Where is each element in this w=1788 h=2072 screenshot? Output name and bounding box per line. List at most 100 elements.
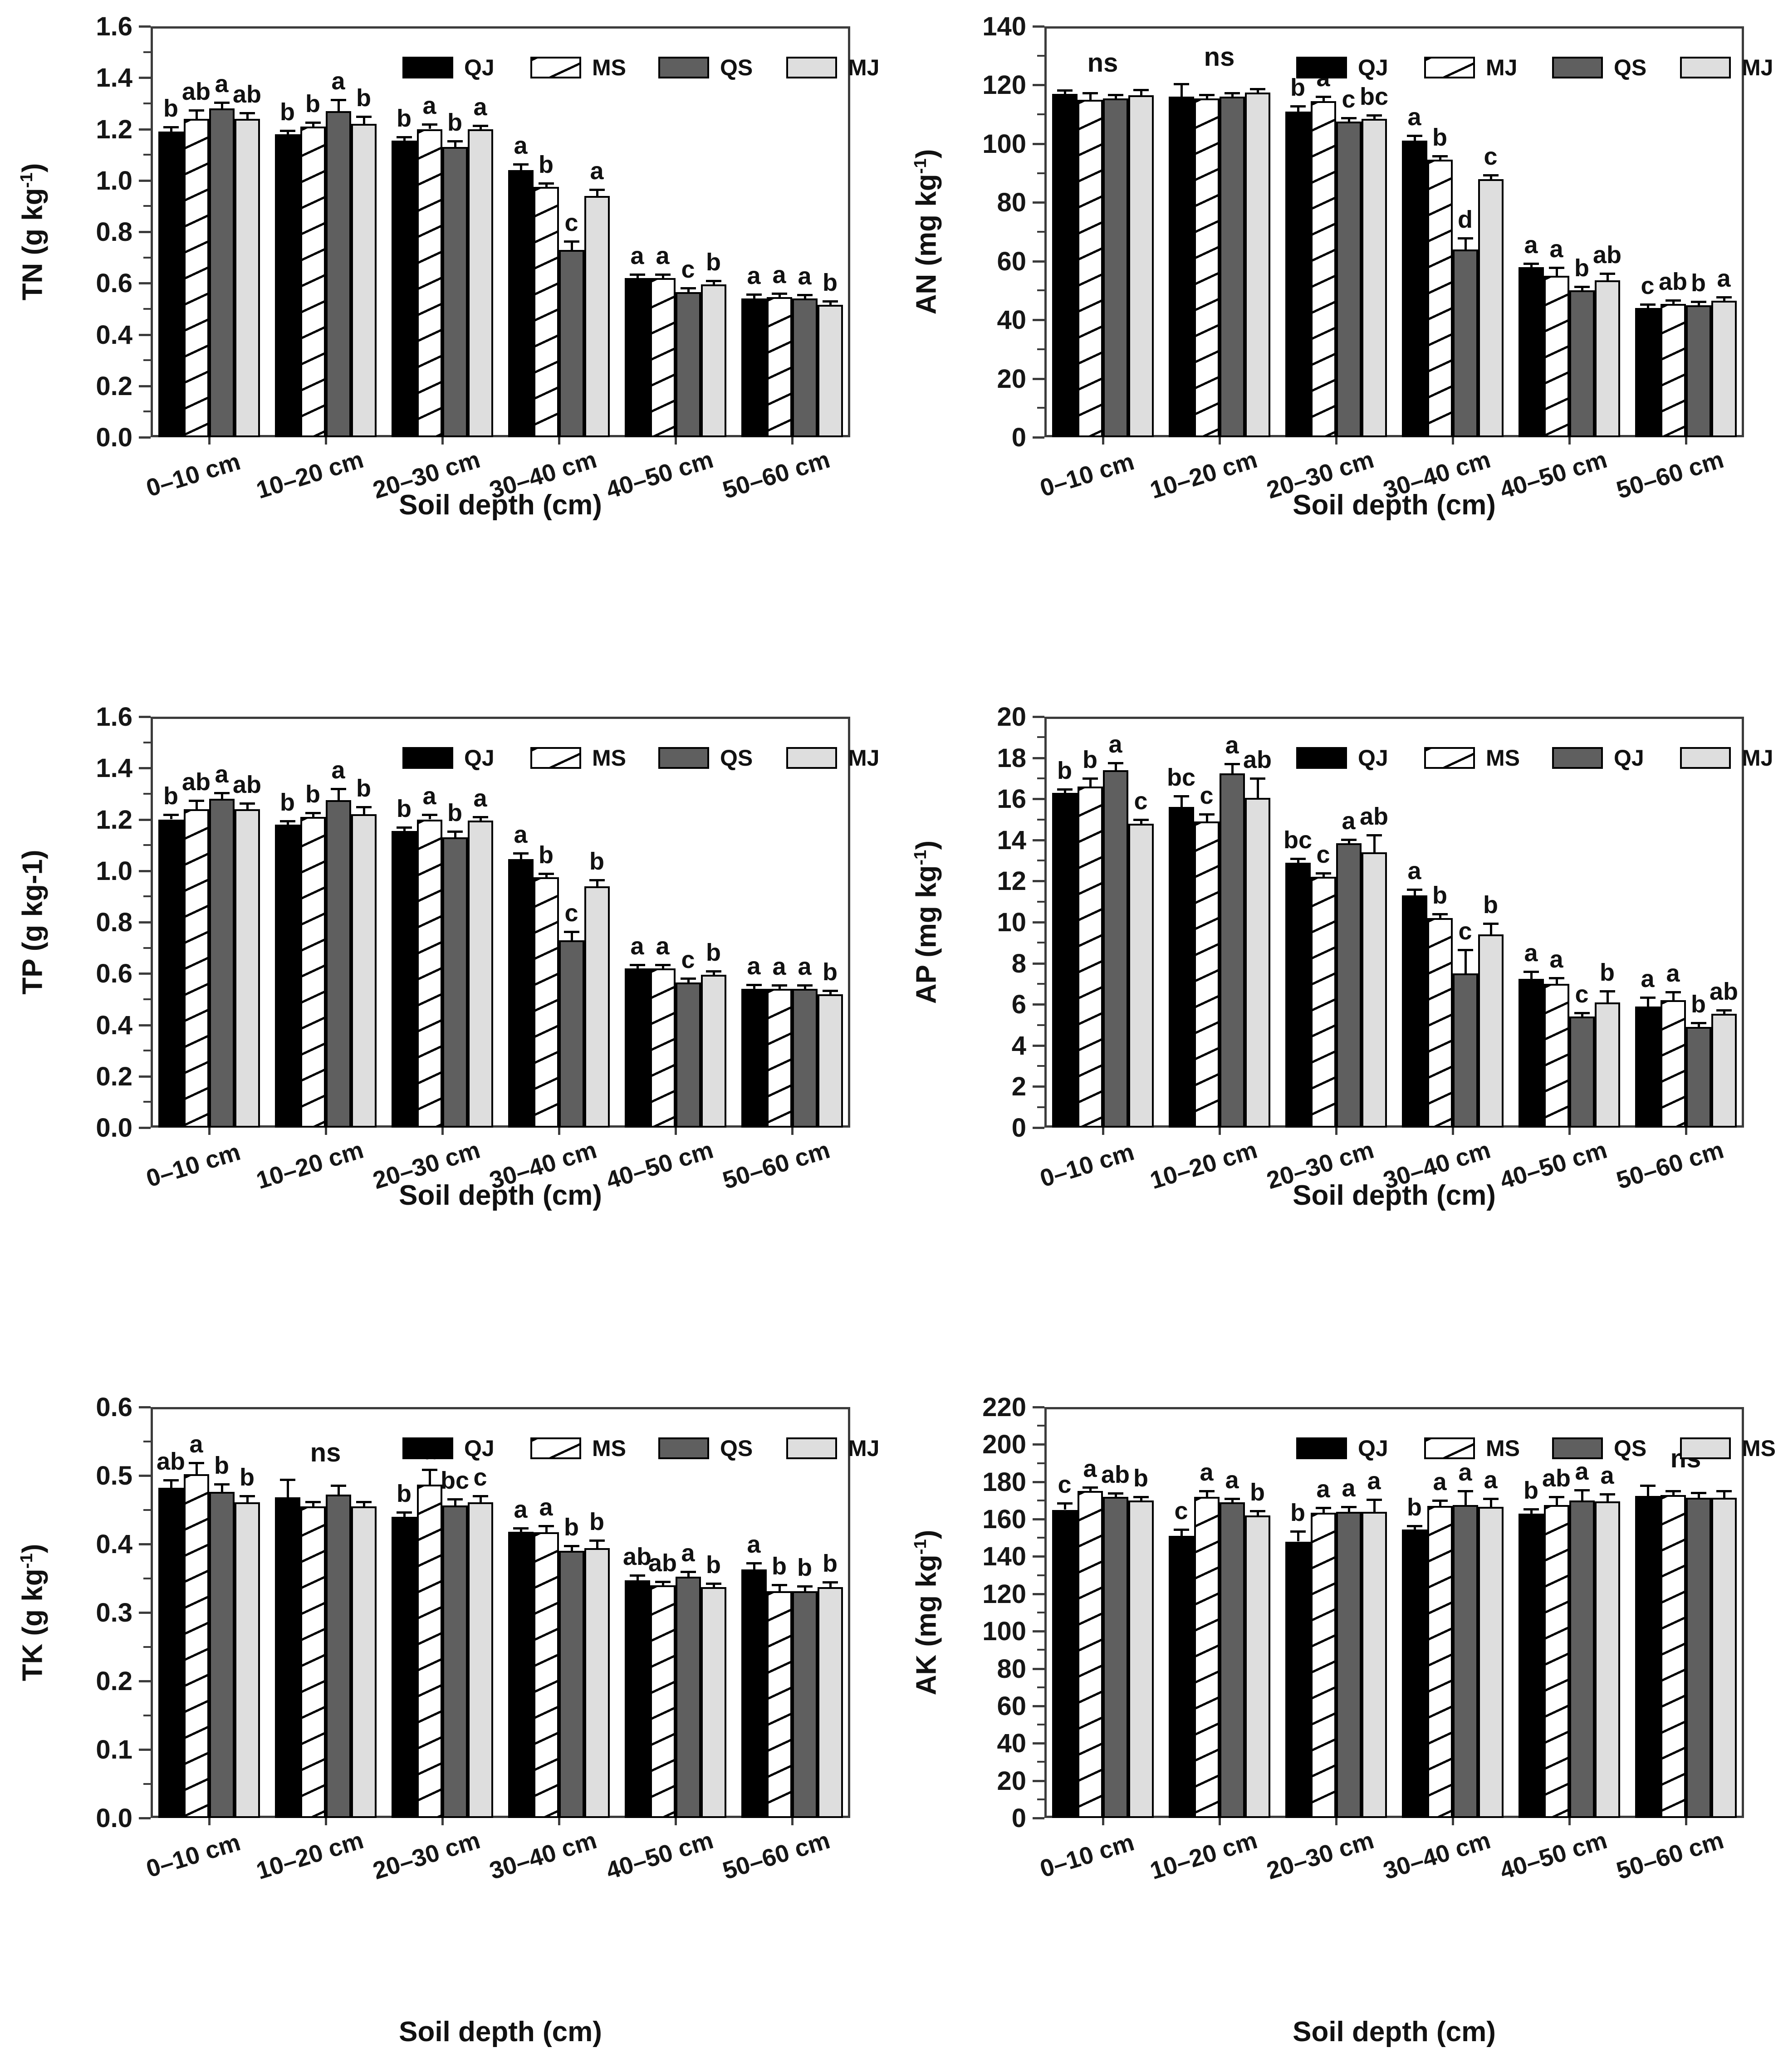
significance-letter: b <box>1691 991 1706 1018</box>
bar-ms-3040cm <box>533 877 559 1128</box>
error-bar-cap <box>1366 114 1382 117</box>
error-bar <box>1581 1491 1583 1500</box>
error-bar <box>1089 779 1092 787</box>
x-tick-mark <box>1335 1818 1337 1825</box>
ns-label: ns <box>1087 48 1118 78</box>
x-tick-mark <box>208 1128 211 1135</box>
significance-letter: a <box>1407 103 1421 131</box>
y-tick-mark <box>1033 1667 1044 1670</box>
error-bar-cap <box>655 1580 671 1583</box>
y-tick-mark <box>1033 1630 1044 1633</box>
significance-letter: a <box>422 782 436 810</box>
error-bar <box>220 1485 223 1492</box>
chart-panel-an: AN (mg kg-1) 0 20 40 60 80 100 120 140 ns 0–10 cm n… <box>894 0 1788 690</box>
y-tick-label: 0.6 <box>96 1393 132 1422</box>
y-tick-label: 1.0 <box>96 856 132 886</box>
error-bar <box>661 965 664 968</box>
bar-qj-010cm <box>1052 93 1078 437</box>
error-bar-cap <box>680 287 696 290</box>
significance-letter: b <box>214 1452 229 1480</box>
error-bar <box>479 126 482 129</box>
error-bar-cap <box>472 816 488 819</box>
chart-panel-tp: TP (g kg-1) 0.0 0.2 0.4 0.6 0.8 1.0 1.2 1.4 1.6 b a… <box>0 690 894 1381</box>
legend-swatch <box>530 747 581 769</box>
significance-letter: b <box>1600 959 1615 987</box>
error-bar-cap <box>1199 813 1215 816</box>
significance-letter: b <box>1290 1499 1305 1526</box>
error-bar <box>1063 91 1066 94</box>
bar-qj-010cm <box>1102 770 1128 1128</box>
y-tick-mark <box>1033 319 1044 322</box>
y-tick-mark <box>1033 1705 1044 1707</box>
bar-qs-010cm <box>209 1492 235 1818</box>
y-tick-mark <box>1033 880 1044 883</box>
bar-qj-5060cm <box>1635 1006 1661 1128</box>
significance-letter: ab <box>232 80 262 108</box>
legend-label: MS <box>1742 1436 1776 1461</box>
significance-letter: c <box>681 946 695 974</box>
error-bar-cap <box>1716 1009 1732 1012</box>
error-bar <box>1606 992 1609 1002</box>
error-bar <box>1089 1488 1092 1491</box>
y-tick-label: 0.4 <box>96 1530 132 1559</box>
legend-item-ms-1: MS <box>1424 1435 1520 1461</box>
significance-letter: b <box>589 848 604 875</box>
error-bar-cap <box>279 1478 295 1481</box>
error-bar-cap <box>188 1462 204 1465</box>
y-tick-label: 0.1 <box>96 1735 132 1764</box>
significance-letter: bc <box>440 1467 470 1495</box>
y-minor-tick-mark <box>143 308 151 310</box>
error-bar-cap <box>1548 977 1564 979</box>
y-tick-label: 2 <box>1011 1072 1026 1102</box>
bar-ms-5060cm <box>766 297 792 437</box>
error-bar <box>403 1513 406 1517</box>
error-bar-cap <box>680 977 696 980</box>
significance-letter: a <box>1666 960 1680 987</box>
plot-area <box>1044 1407 1744 1818</box>
significance-letter: bc <box>1166 763 1196 791</box>
y-tick-mark <box>139 282 151 285</box>
y-minor-tick-mark <box>1037 1724 1044 1726</box>
error-bar-cap <box>1599 272 1615 275</box>
error-bar <box>1723 298 1725 301</box>
error-bar <box>1140 1497 1142 1500</box>
y-minor-tick-mark <box>1037 1499 1044 1501</box>
error-bar <box>246 1496 249 1502</box>
error-bar-cap <box>513 163 529 166</box>
legend-label: QS <box>720 55 753 80</box>
error-bar <box>778 294 781 298</box>
significance-letter: b <box>1691 269 1706 297</box>
bar-qs-1020cm <box>1219 97 1245 437</box>
y-tick-mark <box>1033 377 1044 380</box>
error-bar <box>545 1527 548 1533</box>
error-bar <box>1672 1492 1675 1495</box>
error-bar <box>803 1587 806 1592</box>
bar-ms-010cm <box>1077 787 1103 1128</box>
bar-qs-010cm <box>1102 98 1128 437</box>
legend-label: QJ <box>464 745 495 771</box>
significance-letter: a <box>422 92 436 119</box>
error-bar-cap <box>421 1469 437 1471</box>
error-bar <box>1697 1494 1700 1498</box>
error-bar <box>454 1500 456 1506</box>
bar-mj-4050cm <box>1594 280 1620 437</box>
significance-letter: a <box>331 757 345 784</box>
error-bar <box>1140 820 1142 824</box>
bar-qj-010cm <box>158 819 184 1128</box>
error-bar <box>829 302 832 305</box>
y-minor-tick-mark <box>1037 1798 1044 1800</box>
error-bar <box>687 289 690 293</box>
legend-item-qj-0: QJ <box>1296 54 1388 81</box>
error-bar <box>1231 94 1234 97</box>
significance-letter: b <box>1432 123 1447 151</box>
error-bar <box>1205 1492 1208 1497</box>
bar-mj-010cm <box>234 1502 260 1818</box>
error-bar-cap <box>1290 857 1306 860</box>
error-bar <box>1322 98 1325 102</box>
y-tick-label: 80 <box>997 188 1026 218</box>
error-bar-cap <box>1133 89 1149 92</box>
ns-label: ns <box>1204 42 1235 72</box>
x-tick-mark <box>1451 1818 1454 1825</box>
y-minor-tick-mark <box>1037 1649 1044 1651</box>
legend-swatch <box>1680 57 1731 78</box>
